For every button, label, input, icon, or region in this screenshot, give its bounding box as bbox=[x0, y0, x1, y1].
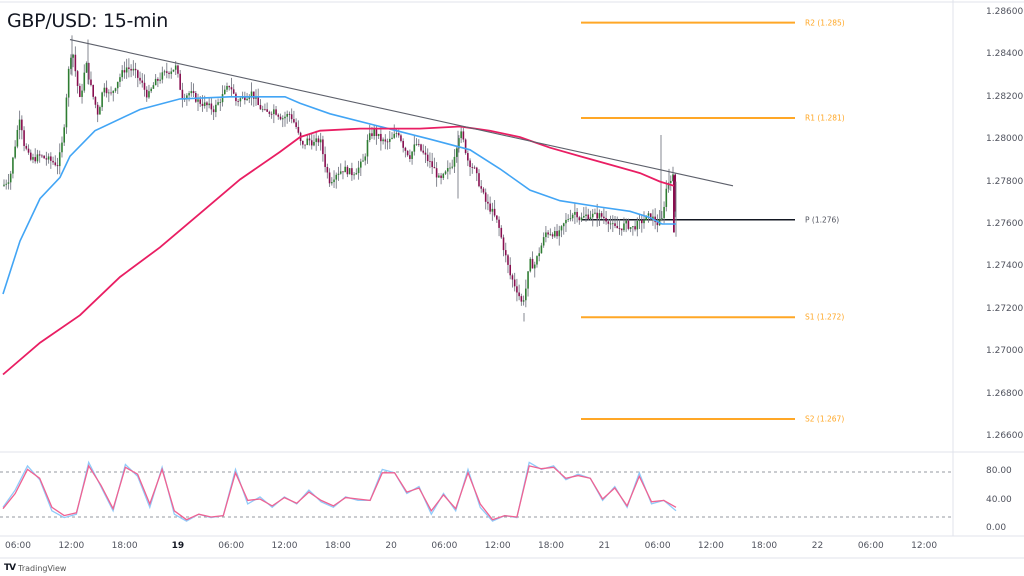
moving-average-slow bbox=[2, 125, 675, 376]
time-tick: 06:00 bbox=[218, 541, 245, 551]
price-tick: 1.27000 bbox=[986, 346, 1024, 357]
price-tick: 1.27600 bbox=[986, 219, 1024, 229]
time-tick: 21 bbox=[598, 541, 611, 551]
price-tick: 1.28200 bbox=[986, 91, 1024, 102]
time-tick: 06:00 bbox=[857, 541, 884, 551]
tradingview-logo-icon: TV bbox=[4, 563, 16, 573]
pivot-label: S2 (1.267) bbox=[805, 414, 845, 424]
time-tick: 12:00 bbox=[58, 541, 85, 551]
pivot-label: R2 (1.285) bbox=[805, 18, 845, 28]
tradingview-logo-text: TradingView bbox=[18, 563, 67, 573]
price-tick: 1.28400 bbox=[986, 49, 1024, 60]
stochastic-tick: 80.00 bbox=[986, 466, 1012, 476]
time-tick: 12:00 bbox=[484, 541, 511, 551]
time-tick: 18:00 bbox=[324, 541, 351, 551]
descending-trendline bbox=[69, 39, 734, 187]
time-tick: 19 bbox=[171, 541, 185, 551]
time-tick: 06:00 bbox=[644, 541, 671, 551]
price-tick: 1.28600 bbox=[986, 7, 1024, 17]
time-tick: 18:00 bbox=[111, 541, 138, 551]
pivot-label: P (1.276) bbox=[805, 215, 840, 225]
price-tick: 1.28000 bbox=[986, 134, 1024, 145]
price-tick: 1.27800 bbox=[986, 176, 1024, 187]
time-tick: 06:00 bbox=[5, 541, 31, 551]
time-tick: 12:00 bbox=[697, 541, 724, 551]
chart-title: GBP/USD: 15-min bbox=[7, 10, 169, 32]
time-tick: 18:00 bbox=[538, 541, 564, 551]
time-tick: 20 bbox=[385, 541, 397, 551]
time-tick: 18:00 bbox=[751, 541, 778, 551]
price-tick: 1.26600 bbox=[986, 431, 1024, 441]
pivot-label: R1 (1.281) bbox=[805, 113, 845, 123]
tradingview-logo[interactable]: TV TradingView bbox=[4, 563, 66, 573]
time-tick: 22 bbox=[811, 541, 824, 551]
stochastic-tick: 40.00 bbox=[986, 495, 1012, 505]
time-tick: 12:00 bbox=[911, 541, 938, 551]
price-tick: 1.27400 bbox=[986, 261, 1024, 272]
price-tick: 1.26800 bbox=[986, 388, 1024, 399]
time-tick: 06:00 bbox=[431, 541, 458, 551]
candlesticks bbox=[3, 46, 677, 308]
moving-average-fast bbox=[2, 96, 676, 295]
stochastic-tick: 0.00 bbox=[986, 523, 1007, 533]
last-candle bbox=[673, 175, 675, 233]
stochastic-d-line bbox=[2, 464, 677, 521]
time-tick: 12:00 bbox=[271, 541, 298, 551]
pivot-label: S1 (1.272) bbox=[805, 312, 845, 322]
price-tick: 1.27200 bbox=[986, 303, 1024, 314]
